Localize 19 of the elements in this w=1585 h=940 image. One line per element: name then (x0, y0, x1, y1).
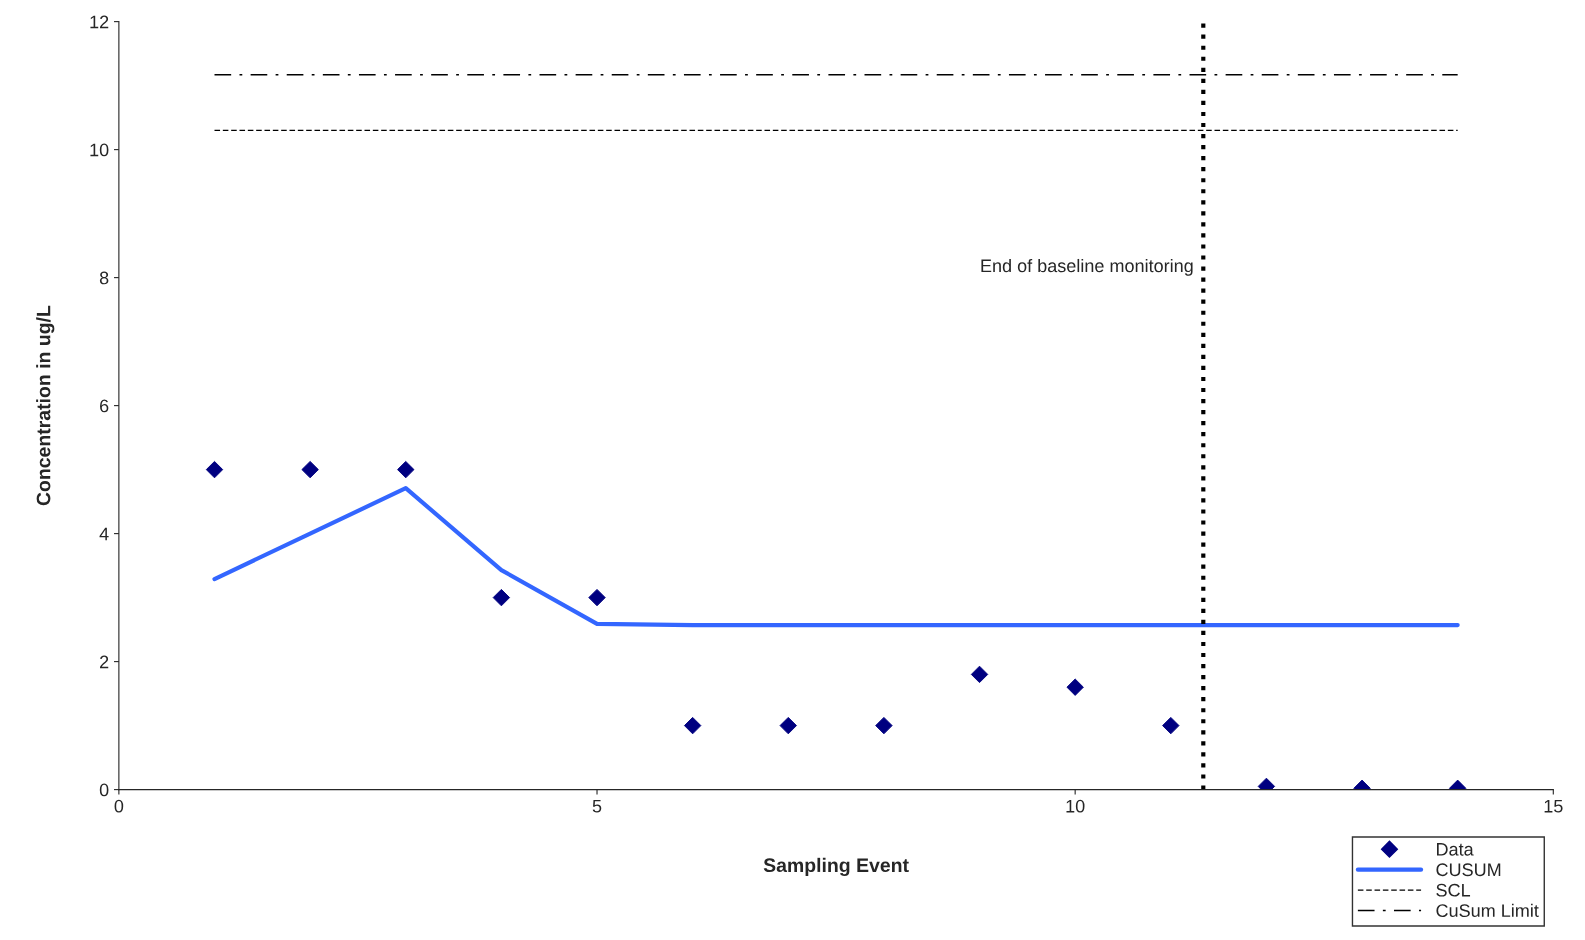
legend-label: Data (1437, 843, 1474, 856)
y-tick-label: 0 (99, 783, 109, 797)
x-axis-title: Sampling Event (763, 857, 909, 877)
x-tick-label: 0 (114, 799, 124, 813)
x-tick-label: 10 (1066, 799, 1085, 813)
y-axis-title: Concentration in ug/L (36, 305, 55, 506)
y-tick-label: 12 (90, 15, 109, 29)
legend-label: CuSum Limit (1436, 903, 1539, 918)
y-tick-label: 4 (99, 527, 109, 541)
y-tick-label: 10 (90, 143, 109, 157)
legend-label: CUSUM (1436, 863, 1501, 877)
y-tick-label: 2 (100, 655, 109, 669)
legend-label: SCL (1436, 883, 1471, 897)
y-tick-label: 6 (100, 399, 109, 413)
x-tick-label: 5 (592, 799, 602, 813)
x-tick-label: 15 (1544, 799, 1563, 813)
line-series (212, 486, 1460, 628)
ref-line-label: End of baseline monitoring (981, 258, 1193, 276)
y-tick-label: 8 (99, 271, 109, 285)
